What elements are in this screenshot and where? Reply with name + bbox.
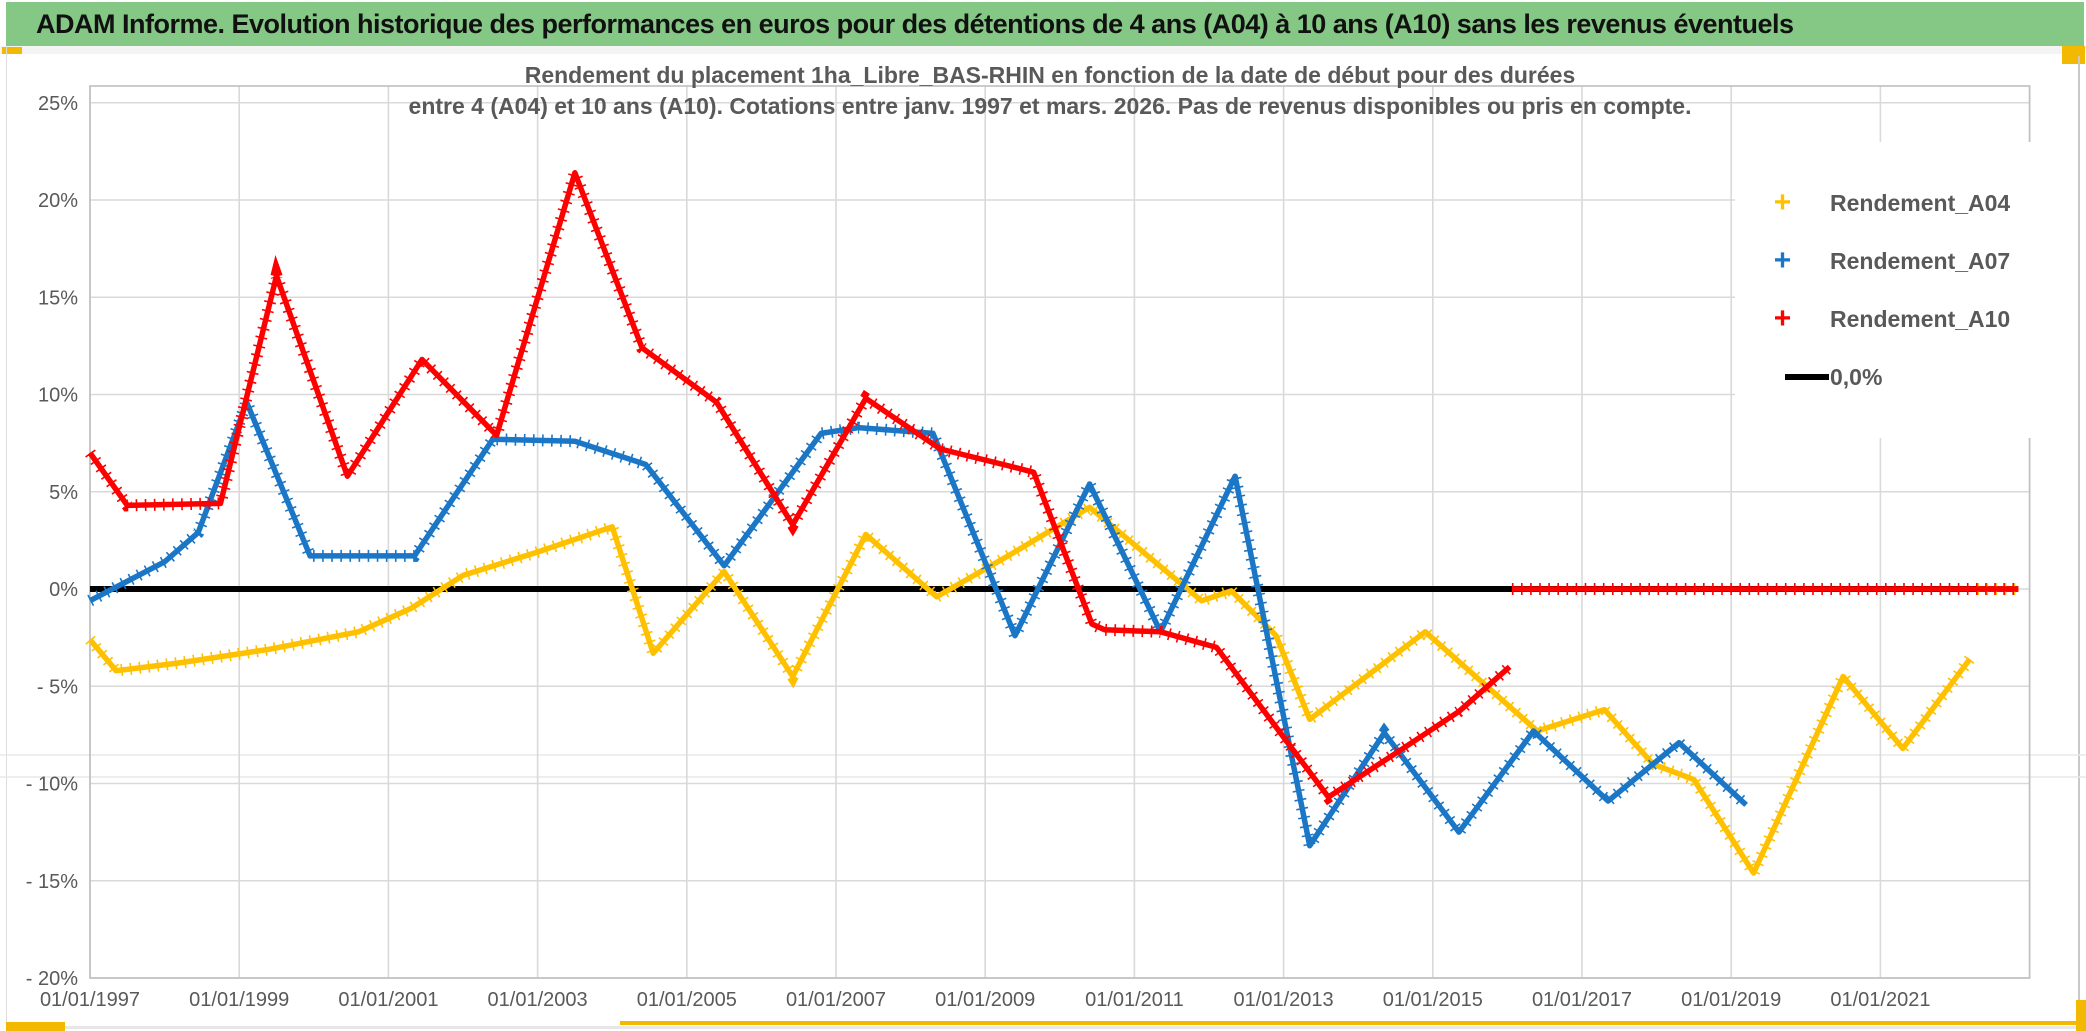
series-line-rendement_a04	[87, 504, 1973, 876]
x-axis-label: 01/01/2021	[1830, 989, 1930, 1011]
accent-bottom-left	[6, 1022, 65, 1031]
chart-legend: + Rendement_A04 + Rendement_A07 + Rendem…	[1735, 142, 2067, 438]
y-axis-label: 5%	[49, 482, 78, 504]
series-markers-rendement_a04	[85, 499, 1975, 886]
canvas-border-right	[2078, 56, 2080, 1014]
x-axis-label: 01/01/2009	[935, 989, 1035, 1011]
x-axis-label: 01/01/2007	[786, 989, 886, 1011]
report-title: ADAM Informe. Evolution historique des p…	[36, 8, 1794, 39]
accent-bottom-line	[620, 1021, 2086, 1025]
series-line-rendement_a10	[87, 170, 1512, 800]
x-axis-label: 01/01/1997	[40, 989, 140, 1011]
series-line-rendement_a07	[88, 399, 1748, 849]
y-axis-label: 20%	[38, 190, 78, 212]
legend-item-zero-line: 0,0%	[1735, 360, 2067, 394]
y-axis-label: - 5%	[37, 676, 78, 698]
series-markers-rendement_a10	[85, 154, 1514, 806]
y-axis-label: 15%	[38, 287, 78, 309]
zero-line-icon	[1785, 374, 1829, 380]
legend-item-rendement-a04: + Rendement_A04	[1735, 186, 2067, 220]
report-header-bar: ADAM Informe. Evolution historique des p…	[6, 2, 2084, 46]
chart-title-line2: entre 4 (A04) et 10 ans (A10). Cotations…	[408, 93, 1692, 119]
x-axis-label: 01/01/2011	[1085, 989, 1184, 1011]
legend-item-rendement-a07: + Rendement_A07	[1735, 244, 2067, 278]
legend-label-zero: 0,0%	[1830, 363, 1883, 390]
x-axis-label: 01/01/1999	[189, 989, 289, 1011]
y-axis-label: - 10%	[26, 774, 78, 796]
series-markers-rendement_a07	[87, 385, 1751, 862]
accent-top-left	[2, 47, 22, 54]
legend-item-rendement-a10: + Rendement_A10	[1735, 302, 2067, 336]
legend-label-a10: Rendement_A10	[1830, 305, 2011, 332]
x-axis-label: 01/01/2013	[1234, 989, 1334, 1011]
x-axis-label: 01/01/2001	[338, 989, 438, 1011]
x-axis-label: 01/01/2017	[1532, 989, 1632, 1011]
y-axis-label: 0%	[49, 579, 78, 601]
y-axis-label: - 20%	[26, 968, 78, 990]
plot-border	[89, 85, 2031, 979]
chart-title-line1: Rendement du placement 1ha_Libre_BAS-RHI…	[524, 62, 1576, 88]
y-axis-label: 25%	[38, 93, 78, 115]
y-axis-label: - 15%	[26, 871, 78, 893]
legend-label-a04: Rendement_A04	[1830, 189, 2011, 216]
chart-title: Rendement du placement 1ha_Libre_BAS-RHI…	[360, 60, 1740, 122]
legend-label-a07: Rendement_A07	[1830, 247, 2011, 274]
performance-chart: 25% 20% 15% 10% 5% 0% - 5% - 10% - 15% - 20% 01/01…	[0, 54, 2086, 1031]
x-axis-label: 01/01/2015	[1383, 989, 1483, 1011]
canvas-border-left	[6, 46, 7, 1022]
x-axis-label: 01/01/2003	[488, 989, 588, 1011]
y-axis-label: 10%	[38, 385, 78, 407]
plus-marker-icon: +	[1773, 244, 1792, 277]
accent-bottom-right	[2076, 1000, 2086, 1031]
header-separator	[0, 46, 2086, 54]
x-axis-label: 01/01/2005	[637, 989, 737, 1011]
chart-plot-area: 25%20%15%10%5%0%- 5%- 10%- 15%- 20%01/01…	[0, 85, 2086, 1011]
plus-marker-icon: +	[1773, 302, 1792, 335]
x-axis-label: 01/01/2019	[1681, 989, 1781, 1011]
plus-marker-icon: +	[1773, 186, 1792, 219]
canvas-border-bottom	[65, 1026, 2086, 1029]
